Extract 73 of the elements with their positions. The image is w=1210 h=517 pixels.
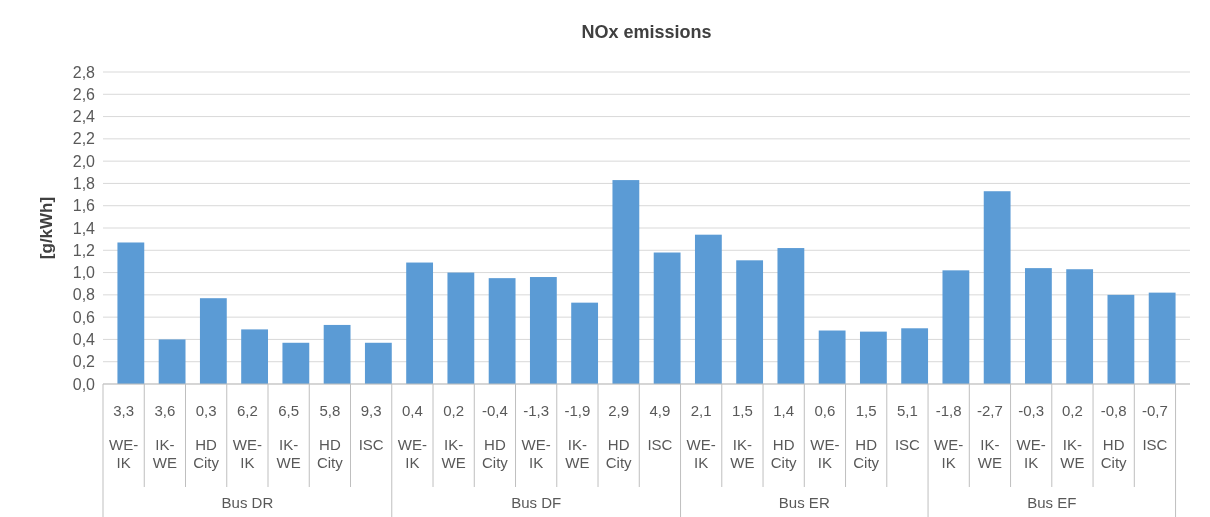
y-tick-label: 2,4 <box>72 108 96 126</box>
y-tick-label: 0,2 <box>72 353 96 371</box>
x-tick-label: 2,1 WE- IK <box>686 402 716 471</box>
bar <box>777 248 805 384</box>
x-tick-label: 6,2 WE- IK <box>232 402 262 471</box>
text: Bus ER <box>778 494 830 511</box>
y-tick-label: 0,8 <box>72 286 96 304</box>
bar <box>488 278 516 384</box>
bar <box>983 191 1011 384</box>
x-tick-label: 1,4 HD City <box>770 402 798 471</box>
text: Bus DR <box>221 494 274 511</box>
bar <box>694 234 722 384</box>
bar <box>158 339 186 384</box>
y-tick-label: 1,6 <box>72 197 96 215</box>
x-tick-label: -0,7 ISC <box>1142 402 1168 453</box>
bar <box>1066 269 1094 384</box>
x-tick-label: -2,7 IK- WE <box>977 402 1003 471</box>
bar <box>406 262 434 384</box>
y-tick-label: 2,0 <box>72 152 96 170</box>
y-tick-label: 0,4 <box>72 331 96 349</box>
y-tick-label: 1,8 <box>72 175 96 193</box>
text: Bus EF <box>1027 494 1077 511</box>
x-tick-label: -1,8 WE- IK <box>934 402 964 471</box>
bar <box>117 242 145 384</box>
bar <box>241 329 269 384</box>
bar <box>901 328 929 384</box>
x-tick-label: 3,6 IK- WE <box>152 402 177 471</box>
x-tick-label: 6,5 IK- WE <box>276 402 301 471</box>
x-tick-label: 1,5 HD City <box>853 402 880 471</box>
x-tick-label: 0,2 IK- WE <box>441 402 466 471</box>
y-axis-title: [g/kWh] <box>37 196 56 260</box>
bar <box>364 342 392 384</box>
chart-title: NOx emissions <box>581 22 712 42</box>
bar <box>571 302 599 384</box>
y-tick-label: 0,6 <box>72 308 96 326</box>
y-tick-label: 1,0 <box>72 264 96 282</box>
x-tick-label: 9,3 ISC <box>358 402 384 453</box>
bar <box>447 272 475 384</box>
bar <box>736 260 764 384</box>
x-tick-label: 5,8 HD City <box>316 402 344 471</box>
x-tick-label: 0,4 WE- IK <box>397 402 427 471</box>
bar <box>942 270 970 384</box>
y-tick-label: 2,8 <box>72 63 96 81</box>
x-tick-label: -1,9 IK- WE <box>564 402 591 471</box>
bar <box>1024 268 1052 384</box>
x-tick-label: 1,5 IK- WE <box>730 402 755 471</box>
bar <box>199 298 227 384</box>
bar <box>1148 292 1176 384</box>
x-tick-label: -0,8 HD City <box>1100 402 1128 471</box>
y-tick-label: 2,2 <box>72 130 96 148</box>
bar <box>653 252 681 384</box>
x-tick-label: 0,2 IK- WE <box>1060 402 1085 471</box>
y-tick-label: 2,6 <box>72 85 96 103</box>
x-tick-label: 0,3 HD City <box>193 402 220 471</box>
bar <box>529 277 557 384</box>
x-tick-label: -0,3 WE- IK <box>1016 402 1046 471</box>
x-tick-label: 0,6 WE- IK <box>810 402 840 471</box>
bar <box>323 324 351 384</box>
text: Bus DF <box>511 494 562 511</box>
x-tick-label: 2,9 HD City <box>605 402 633 471</box>
x-tick-label: 5,1 ISC <box>894 402 921 453</box>
y-tick-label: 1,2 <box>72 241 96 259</box>
bar <box>612 180 640 384</box>
bar <box>859 331 887 384</box>
x-tick-label: -0,4 HD City <box>481 402 509 471</box>
bar <box>1107 294 1135 384</box>
y-tick-label: 0,0 <box>72 375 96 393</box>
x-tick-label: -1,3 WE- IK <box>521 402 551 471</box>
bar <box>818 330 846 384</box>
x-tick-label: 4,9 ISC <box>647 402 673 453</box>
y-tick-label: 1,4 <box>72 219 96 237</box>
bar <box>282 342 310 384</box>
x-tick-label: 3,3 WE- IK <box>109 402 139 471</box>
